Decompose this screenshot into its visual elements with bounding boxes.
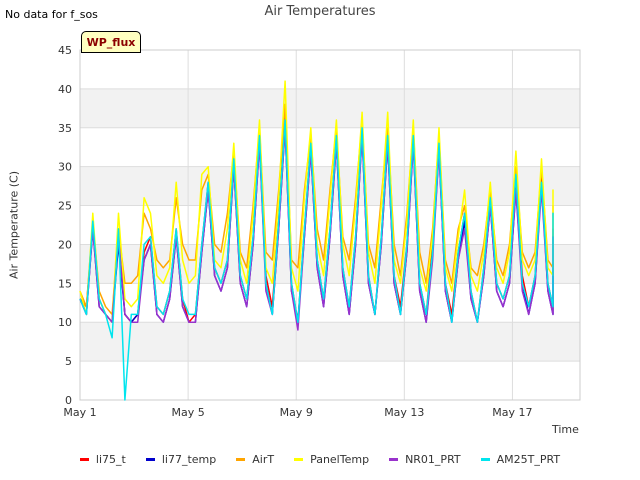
y-tick-label: 20 xyxy=(58,238,72,251)
legend-swatch xyxy=(145,458,155,461)
y-tick-label: 15 xyxy=(58,277,72,290)
y-axis-label: Air Temperature (C) xyxy=(7,170,21,280)
legend-swatch xyxy=(79,458,89,461)
chart-title: Air Temperatures xyxy=(264,4,376,19)
legend-swatch xyxy=(236,458,246,461)
series-line-paneltemp xyxy=(79,80,554,323)
x-tick-label: May 5 xyxy=(171,406,204,419)
legend-item: NR01_PRT xyxy=(389,453,461,466)
legend-swatch xyxy=(294,458,304,461)
legend-label: PanelTemp xyxy=(310,453,370,466)
y-tick-label: 10 xyxy=(58,316,72,329)
legend-label: AirT xyxy=(252,453,275,466)
legend-label: li75_t xyxy=(95,453,126,466)
y-tick-label: 25 xyxy=(58,200,72,213)
legend-label: AM25T_PRT xyxy=(496,453,561,466)
series-line-am25t-prt xyxy=(79,119,554,401)
y-tick-label: 45 xyxy=(58,44,72,57)
y-tick-label: 35 xyxy=(58,122,72,135)
legend-item: li75_t xyxy=(79,453,126,466)
site-badge: WP_flux xyxy=(81,31,141,53)
x-tick-label: May 17 xyxy=(492,406,532,419)
y-tick-label: 40 xyxy=(58,83,72,96)
x-axis-label: Time xyxy=(552,423,579,436)
legend-item: li77_temp xyxy=(145,453,217,466)
y-tick-label: 30 xyxy=(58,161,72,174)
legend-swatch xyxy=(480,458,490,461)
x-tick-label: May 9 xyxy=(280,406,313,419)
legend-item: PanelTemp xyxy=(294,453,369,466)
y-tick-label: 0 xyxy=(65,394,72,407)
no-data-note: No data for f_sos xyxy=(5,8,98,21)
plot-frame xyxy=(79,49,581,401)
grid-band xyxy=(80,88,580,128)
x-tick-label: May 13 xyxy=(384,406,424,419)
legend-label: li77_temp xyxy=(161,453,217,466)
legend: li75_t li77_temp AirT PanelTemp NR01_PRT AM25… xyxy=(0,453,640,466)
legend-item: AirT xyxy=(236,453,274,466)
grid-band xyxy=(80,322,580,362)
x-tick-label: May 1 xyxy=(63,406,96,419)
legend-swatch xyxy=(389,458,399,461)
legend-item: AM25T_PRT xyxy=(480,453,561,466)
y-tick-label: 5 xyxy=(65,355,72,368)
legend-label: NR01_PRT xyxy=(405,453,461,466)
